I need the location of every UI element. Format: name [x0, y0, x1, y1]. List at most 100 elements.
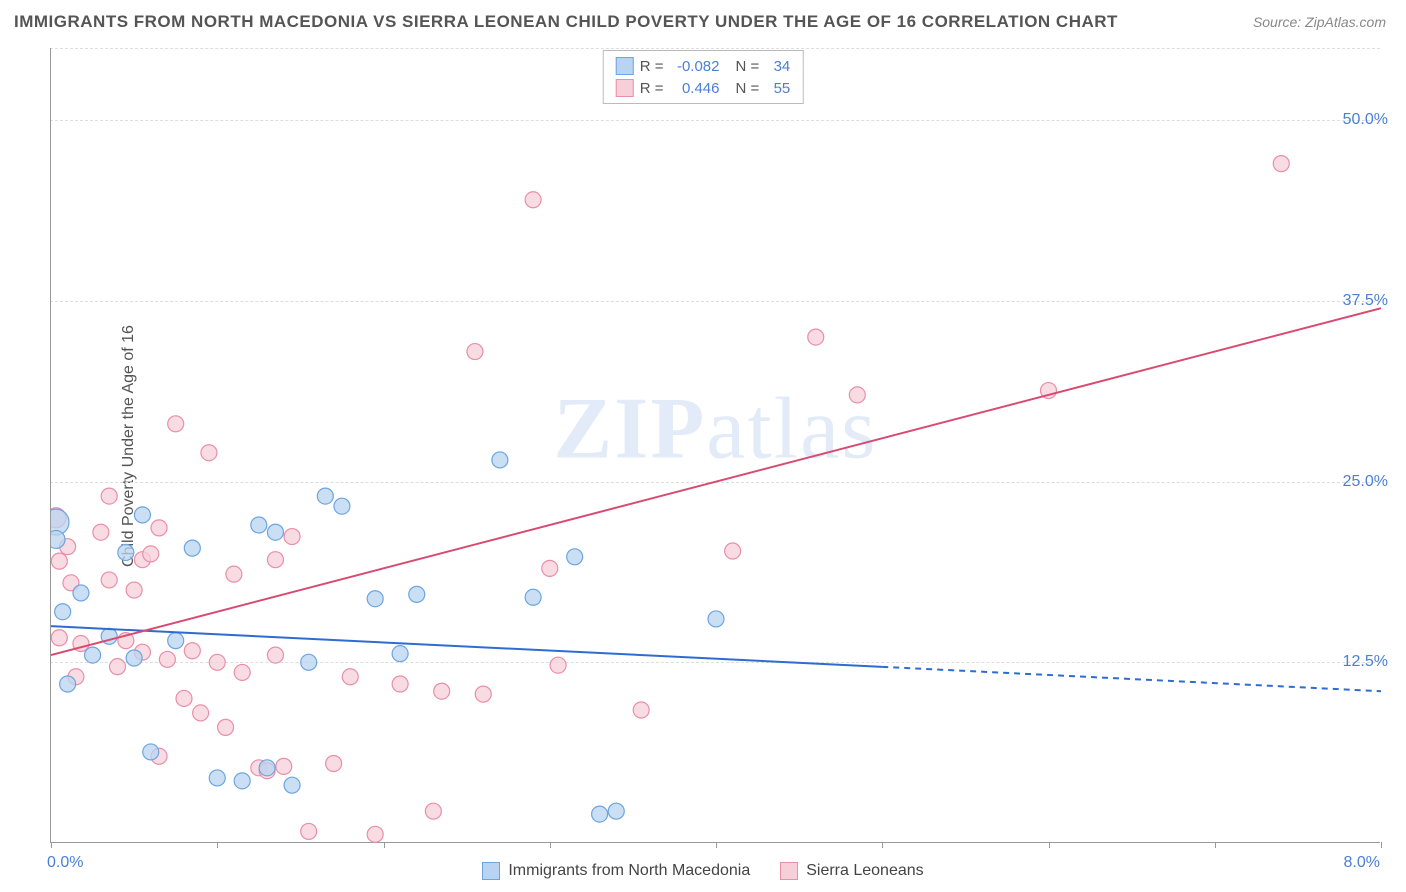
- data-point: [567, 549, 583, 565]
- chart-title: IMMIGRANTS FROM NORTH MACEDONIA VS SIERR…: [14, 12, 1118, 32]
- data-point: [550, 657, 566, 673]
- data-point: [1273, 156, 1289, 172]
- data-point: [267, 524, 283, 540]
- data-point: [708, 611, 724, 627]
- n-label: N =: [736, 80, 760, 97]
- data-point: [151, 520, 167, 536]
- data-point: [392, 646, 408, 662]
- data-point: [73, 585, 89, 601]
- data-point: [226, 566, 242, 582]
- data-point: [85, 647, 101, 663]
- x-tick-mark: [1049, 842, 1050, 848]
- legend-label-2: Sierra Leoneans: [806, 862, 923, 880]
- n-label: N =: [736, 58, 760, 75]
- x-tick-mark: [1381, 842, 1382, 848]
- data-point: [267, 647, 283, 663]
- data-point: [525, 589, 541, 605]
- legend-label-1: Immigrants from North Macedonia: [508, 862, 750, 880]
- data-point: [143, 744, 159, 760]
- legend-item-1: Immigrants from North Macedonia: [482, 862, 750, 880]
- data-point: [334, 498, 350, 514]
- data-point: [251, 517, 267, 533]
- data-point: [101, 572, 117, 588]
- data-point: [201, 445, 217, 461]
- data-point: [168, 416, 184, 432]
- n-value-1: 34: [765, 58, 790, 75]
- data-point: [367, 826, 383, 842]
- data-point: [60, 676, 76, 692]
- plot-area: ZIPatlas 0.0% 8.0%: [50, 48, 1380, 843]
- data-point: [467, 344, 483, 360]
- r-value-1: -0.082: [670, 58, 720, 75]
- data-point: [184, 643, 200, 659]
- data-point: [525, 192, 541, 208]
- swatch-bottom-2: [780, 862, 798, 880]
- data-point: [267, 552, 283, 568]
- data-point: [234, 773, 250, 789]
- trend-line-dashed: [882, 667, 1381, 691]
- stats-row-1: R = -0.082 N = 34: [616, 55, 791, 77]
- data-point: [608, 803, 624, 819]
- data-point: [234, 664, 250, 680]
- data-point: [209, 654, 225, 670]
- n-value-2: 55: [765, 80, 790, 97]
- legend-item-2: Sierra Leoneans: [780, 862, 923, 880]
- data-point: [126, 650, 142, 666]
- data-point: [193, 705, 209, 721]
- data-point: [184, 540, 200, 556]
- x-tick-mark: [51, 842, 52, 848]
- data-point: [342, 669, 358, 685]
- data-point: [849, 387, 865, 403]
- data-point: [284, 777, 300, 793]
- data-point: [284, 529, 300, 545]
- x-tick-mark: [716, 842, 717, 848]
- data-point: [51, 553, 67, 569]
- x-tick-mark: [1215, 842, 1216, 848]
- r-label: R =: [640, 58, 664, 75]
- data-point: [367, 591, 383, 607]
- data-point: [126, 582, 142, 598]
- swatch-bottom-1: [482, 862, 500, 880]
- data-point: [55, 604, 71, 620]
- data-point: [143, 546, 159, 562]
- data-point: [168, 633, 184, 649]
- data-point: [301, 654, 317, 670]
- data-point: [592, 806, 608, 822]
- x-tick-mark: [384, 842, 385, 848]
- data-point: [259, 760, 275, 776]
- swatch-series-2: [616, 79, 634, 97]
- stats-row-2: R = 0.446 N = 55: [616, 77, 791, 99]
- data-point: [492, 452, 508, 468]
- data-point: [118, 544, 134, 560]
- bottom-legend: Immigrants from North Macedonia Sierra L…: [0, 862, 1406, 880]
- data-point: [101, 488, 117, 504]
- data-point: [134, 507, 150, 523]
- source-label: Source: ZipAtlas.com: [1253, 14, 1386, 30]
- trend-line: [51, 308, 1381, 655]
- stats-legend: R = -0.082 N = 34 R = 0.446 N = 55: [603, 50, 804, 104]
- r-label: R =: [640, 80, 664, 97]
- data-point: [317, 488, 333, 504]
- x-tick-mark: [217, 842, 218, 848]
- data-point: [392, 676, 408, 692]
- data-point: [176, 690, 192, 706]
- x-tick-mark: [550, 842, 551, 848]
- data-point: [633, 702, 649, 718]
- data-point: [475, 686, 491, 702]
- data-point: [110, 659, 126, 675]
- data-point: [542, 560, 558, 576]
- data-point: [159, 651, 175, 667]
- data-point: [218, 719, 234, 735]
- data-point: [209, 770, 225, 786]
- data-point: [409, 586, 425, 602]
- data-point: [51, 630, 67, 646]
- data-point: [301, 823, 317, 839]
- x-tick-mark: [882, 842, 883, 848]
- data-point: [434, 683, 450, 699]
- data-point: [276, 758, 292, 774]
- data-point: [725, 543, 741, 559]
- data-point: [51, 530, 65, 548]
- data-point: [93, 524, 109, 540]
- chart-svg: [51, 48, 1381, 843]
- data-point: [326, 756, 342, 772]
